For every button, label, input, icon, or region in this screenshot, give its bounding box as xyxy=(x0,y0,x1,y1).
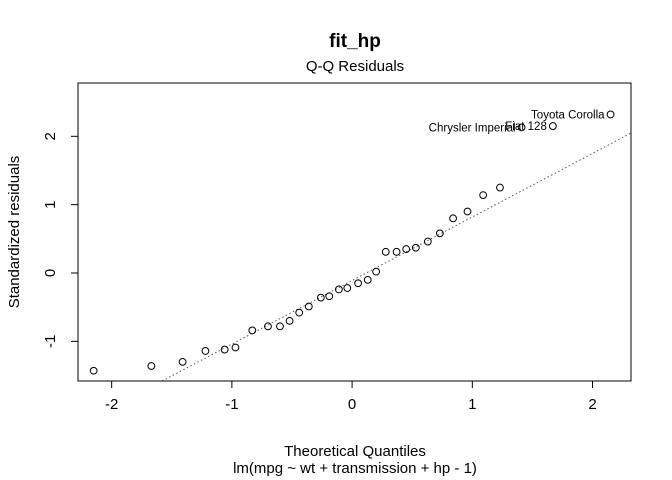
x-tick-label: 0 xyxy=(348,396,356,413)
data-point xyxy=(264,322,272,331)
data-point xyxy=(285,316,294,325)
chart-caption: lm(mpg ~ wt + transmission + hp - 1) xyxy=(233,460,477,477)
chart-title: fit_hp xyxy=(329,31,381,52)
data-point xyxy=(147,362,156,370)
data-point xyxy=(423,237,432,246)
data-point xyxy=(463,207,472,216)
x-tick-label: -2 xyxy=(105,396,118,413)
data-point xyxy=(548,122,557,130)
data-point xyxy=(343,284,352,292)
data-point xyxy=(325,292,334,301)
data-point xyxy=(517,123,526,132)
data-point xyxy=(392,247,401,256)
point-label: Toyota Corolla xyxy=(531,109,605,121)
data-point xyxy=(304,302,313,311)
x-tick-label: -1 xyxy=(225,396,238,413)
data-point xyxy=(449,214,457,223)
data-point xyxy=(220,345,229,354)
x-tick-label: 2 xyxy=(588,396,596,413)
y-tick-label: -1 xyxy=(42,335,59,348)
reference-line-layer xyxy=(161,132,632,382)
data-point xyxy=(231,343,240,352)
data-point xyxy=(435,229,444,238)
data-point xyxy=(354,279,363,288)
y-axis: -1 0 1 2 xyxy=(42,132,79,348)
data-point xyxy=(89,366,98,375)
data-point xyxy=(178,357,187,366)
data-point xyxy=(372,267,381,276)
data-point xyxy=(316,293,325,302)
data-point xyxy=(363,275,372,284)
data-point xyxy=(201,347,210,355)
data-point xyxy=(402,245,411,253)
data-point xyxy=(276,322,284,331)
x-axis: -2 -1 0 1 2 xyxy=(105,380,597,413)
point-label: Chrysler Imperial xyxy=(429,122,516,134)
x-tick-label: 1 xyxy=(468,396,476,413)
data-point xyxy=(606,110,615,119)
plot-frame xyxy=(77,82,632,382)
points-layer xyxy=(89,110,615,375)
data-point xyxy=(381,247,390,256)
data-point xyxy=(334,285,343,294)
y-axis-title: Standardized residuals xyxy=(6,156,23,309)
data-point xyxy=(496,183,504,192)
point-label: Fiat 128 xyxy=(505,121,547,133)
data-point xyxy=(248,326,257,335)
data-point xyxy=(295,308,304,317)
y-tick-label: 2 xyxy=(42,132,59,140)
x-axis-title: Theoretical Quantiles xyxy=(284,443,426,460)
qq-reference-line xyxy=(161,132,632,382)
data-point xyxy=(479,191,488,199)
chart-subtitle: Q-Q Residuals xyxy=(306,58,404,75)
y-tick-label: 0 xyxy=(42,269,59,277)
data-point xyxy=(411,243,420,252)
y-tick-label: 1 xyxy=(42,200,59,208)
